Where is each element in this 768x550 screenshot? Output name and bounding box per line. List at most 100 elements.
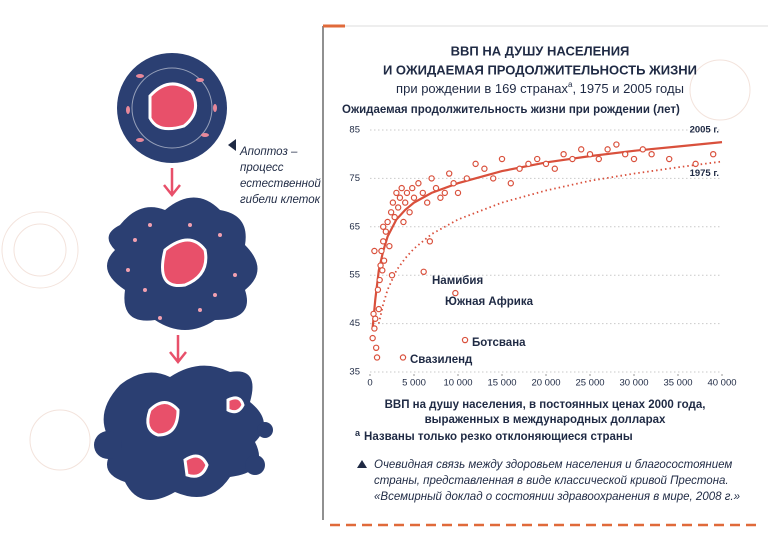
x-tick-label: 40 000 [707, 378, 736, 389]
x-tick-label: 0 [367, 378, 372, 389]
point [388, 272, 396, 279]
x-axis-label: выраженных в международных долларах [425, 414, 666, 426]
point [542, 160, 550, 168]
point [450, 180, 457, 187]
outlier-label: Свазиленд [410, 354, 473, 366]
point [604, 146, 611, 153]
x-tick-label: 20 000 [531, 378, 560, 389]
point [578, 146, 585, 153]
x-tick-label: 15 000 [487, 378, 516, 389]
subtitle-mark: a [568, 80, 573, 89]
point [463, 175, 470, 182]
point [428, 175, 435, 182]
point [372, 344, 380, 351]
point [399, 354, 407, 361]
point [410, 194, 418, 201]
x-tick-label: 30 000 [619, 378, 648, 389]
point [403, 189, 411, 197]
point [420, 268, 427, 276]
subtitle-part: при рождении в 169 странах [396, 81, 568, 96]
point [454, 189, 462, 197]
point [394, 204, 402, 211]
note: «Всемирный доклад о состоянии здравоохра… [374, 491, 740, 503]
point [432, 184, 440, 192]
point [415, 180, 422, 187]
point [387, 209, 395, 216]
y-tick-label: 75 [349, 173, 360, 184]
point [595, 155, 603, 163]
point [498, 155, 506, 163]
y-axis-label: Ожидаемая продолжительность жизни при ро… [342, 104, 680, 116]
point [490, 175, 497, 182]
point [630, 155, 638, 163]
note: страны, представленная в виде классическ… [374, 475, 729, 487]
subtitle-part: , 1975 и 2005 годы [572, 81, 684, 96]
point [461, 336, 469, 344]
point [648, 150, 655, 158]
outlier-label: Ботсвана [472, 337, 526, 349]
point [419, 189, 426, 197]
point [551, 165, 559, 172]
cell-illustration [94, 53, 273, 500]
x-tick-label: 5 000 [402, 378, 426, 389]
point [560, 150, 567, 158]
curve-label: 1975 г. [690, 168, 719, 179]
point [507, 180, 514, 187]
point [622, 150, 629, 158]
chart-title: И ОЖИДАЕМАЯ ПРОДОЛЖИТЕЛЬНОСТЬ ЖИЗНИ [383, 62, 697, 77]
point [382, 228, 390, 235]
point [400, 218, 407, 226]
point [481, 165, 488, 172]
point [424, 199, 431, 206]
footnote: a Названы только резко отклоняющиеся стра… [355, 428, 633, 443]
point [386, 242, 393, 250]
point [372, 315, 379, 322]
note: Очевидная связь между здоровьем населени… [374, 459, 732, 471]
point [666, 155, 673, 163]
footnote-text: Названы только резко отклоняющиеся стран… [364, 431, 633, 443]
point [569, 155, 576, 163]
point [378, 247, 385, 255]
point [398, 184, 405, 192]
y-tick-label: 65 [349, 221, 360, 232]
point [402, 199, 409, 206]
point [586, 150, 594, 158]
point [441, 189, 448, 197]
point [374, 286, 382, 293]
point [375, 305, 382, 313]
x-tick-label: 25 000 [575, 378, 604, 389]
point [380, 238, 387, 245]
x-tick-label: 35 000 [663, 378, 692, 389]
side-text: процесс [240, 162, 284, 174]
point [437, 194, 444, 201]
outlier-label: Намибия [432, 275, 483, 287]
point [710, 150, 717, 158]
point [613, 141, 620, 148]
y-tick-label: 35 [349, 367, 360, 378]
point [692, 160, 699, 168]
chart-title: ВВП НА ДУШУ НАСЕЛЕНИЯ [451, 43, 630, 58]
y-tick-label: 85 [349, 125, 360, 136]
point [389, 199, 397, 206]
point [379, 267, 386, 274]
y-tick-label: 45 [349, 318, 360, 329]
side-text: гибели клеток [240, 194, 321, 206]
note-icon [357, 460, 367, 468]
outlier-label: Южная Африка [445, 296, 534, 308]
point [371, 325, 378, 332]
point [391, 213, 398, 221]
x-axis-label: ВВП на душу населения, в постоянных цена… [385, 399, 706, 411]
point [406, 209, 413, 216]
footnote-mark: a [355, 428, 361, 438]
point [384, 218, 391, 226]
plot: 35 45 55 65 75 85 0 5 000 10 000 15 000 20 000 25 0… [349, 125, 736, 389]
point [373, 354, 381, 361]
point [452, 289, 459, 297]
point [376, 276, 383, 284]
side-text: Апоптоз – [239, 146, 298, 158]
point [639, 146, 647, 153]
preston-curve [371, 141, 723, 329]
decor [1, 59, 751, 471]
point [534, 155, 541, 163]
point [446, 170, 453, 177]
